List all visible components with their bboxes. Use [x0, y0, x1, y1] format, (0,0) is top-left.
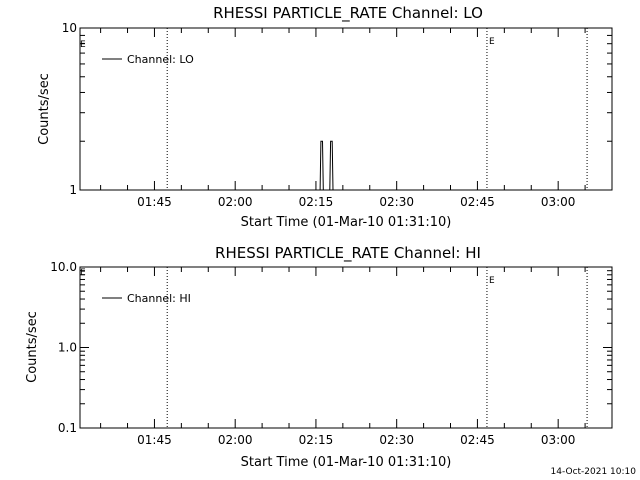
event-label: E: [489, 37, 495, 47]
timestamp: 14-Oct-2021 10:10: [551, 467, 637, 477]
panel-lo: RHESSI PARTICLE_RATE Channel: LO Counts/…: [37, 4, 613, 230]
legend: Channel: LO: [102, 53, 194, 66]
x-tick-label: 01:45: [137, 195, 172, 209]
x-tick-label: 02:45: [460, 195, 495, 209]
y-tick-label: 10.0: [50, 260, 77, 274]
series-line: [80, 140, 612, 191]
chart-marks: 01:45 02:00 02:15 02:30 02:45 03:00 10.0 1.0 0.1…: [50, 260, 613, 447]
y-axis-label: Counts/sec: [25, 311, 40, 383]
y-tick-label: 1: [69, 183, 77, 197]
chart-marks: 01:45 02:00 02:15 02:30 02:45 03:00 10 1 E: [62, 21, 613, 209]
legend: Channel: HI: [102, 292, 191, 305]
y-tick-label: 1.0: [58, 341, 77, 355]
x-tick-label: 02:45: [460, 433, 495, 447]
x-axis-label: Start Time (01-Mar-10 01:31:10): [241, 455, 452, 470]
legend-label: Channel: HI: [127, 292, 191, 305]
x-tick-label: 02:30: [379, 195, 414, 209]
x-axis-label: Start Time (01-Mar-10 01:31:10): [241, 215, 452, 230]
x-tick-label: 02:00: [218, 195, 253, 209]
corner-marker: E: [80, 268, 86, 278]
x-tick-label: 03:00: [541, 433, 576, 447]
chart-title: RHESSI PARTICLE_RATE Channel: HI: [215, 244, 481, 263]
corner-marker: E: [80, 40, 86, 50]
y-tick-label: 0.1: [58, 421, 77, 435]
panel-hi: RHESSI PARTICLE_RATE Channel: HI Counts/…: [25, 244, 613, 470]
chart-title: RHESSI PARTICLE_RATE Channel: LO: [213, 4, 483, 23]
x-tick-label: 01:45: [137, 433, 172, 447]
y-axis-label: Counts/sec: [37, 73, 52, 145]
x-tick-label: 02:15: [299, 433, 334, 447]
x-tick-label: 02:00: [218, 433, 253, 447]
event-label: E: [489, 276, 495, 286]
y-tick-label: 10: [62, 21, 77, 35]
x-tick-label: 02:30: [379, 433, 414, 447]
legend-label: Channel: LO: [127, 53, 194, 66]
x-tick-label: 02:15: [299, 195, 334, 209]
x-tick-label: 03:00: [541, 195, 576, 209]
